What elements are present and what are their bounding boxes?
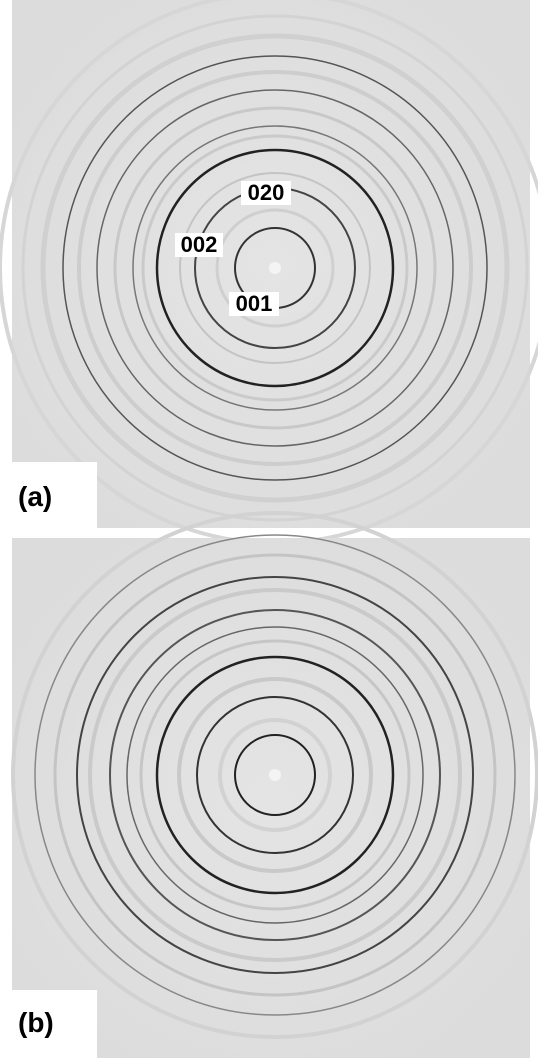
panel-label: (b) <box>18 1007 54 1038</box>
annotation: 001 <box>236 291 273 316</box>
figure: 020 002 001 (a) (b) <box>0 0 538 1058</box>
center-spot <box>269 262 281 274</box>
annotation: 002 <box>181 232 218 257</box>
center-spot <box>269 769 281 781</box>
panel-label: (a) <box>18 481 52 512</box>
panel-b: (b) <box>0 513 537 1058</box>
panel-a: 020 002 001 (a) <box>0 0 538 543</box>
annotation: 020 <box>248 180 285 205</box>
